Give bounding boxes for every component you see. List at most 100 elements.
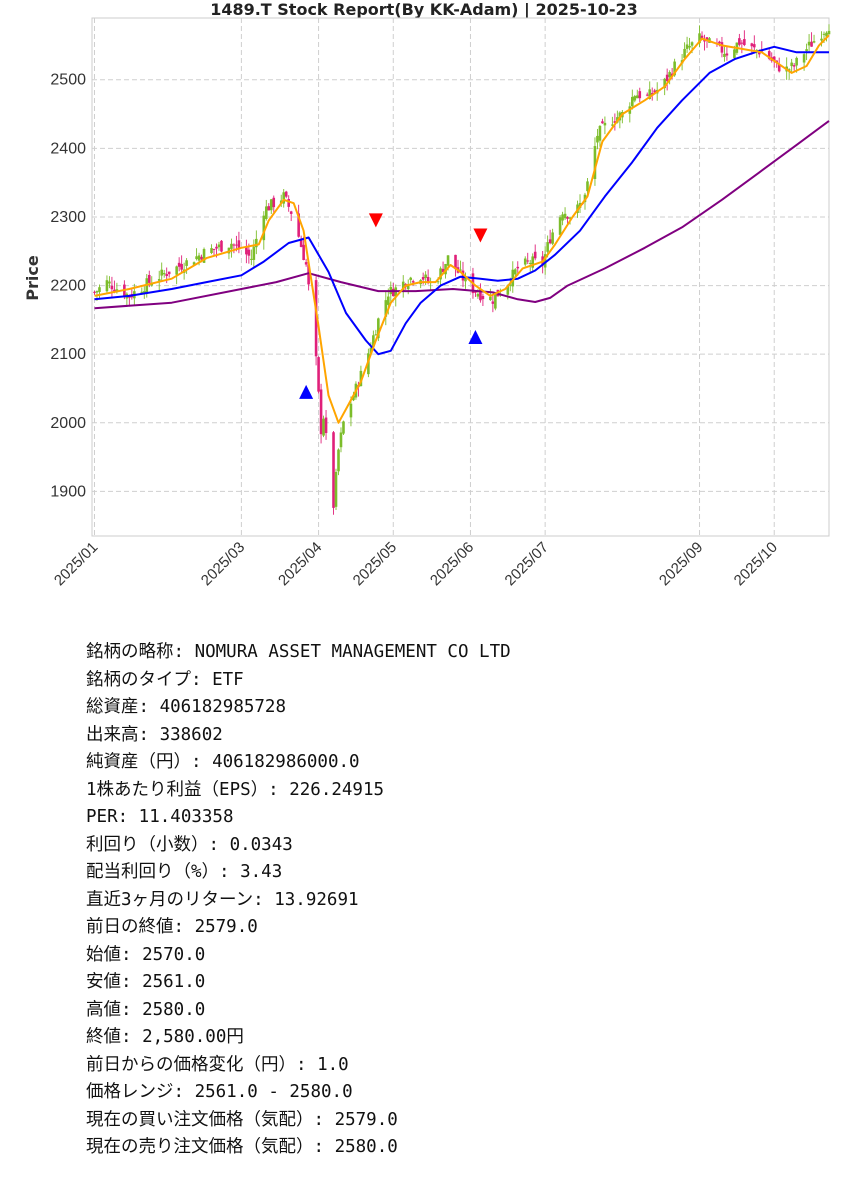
candle (324, 409, 328, 440)
info-line: 出来高: 338602 (86, 724, 223, 745)
short-ma-line (94, 34, 830, 424)
candle (160, 262, 164, 282)
info-line: 高値: 2580.0 (86, 999, 206, 1020)
candle (297, 204, 300, 238)
y-tick-label: 2200 (50, 278, 86, 295)
candle (683, 42, 686, 60)
x-tick-label: 2025/06 (427, 539, 477, 589)
candle (548, 229, 552, 245)
candle (401, 275, 405, 298)
candle (740, 40, 744, 54)
candle (255, 230, 258, 255)
info-line: 始値: 2570.0 (86, 944, 206, 965)
candle (596, 128, 599, 150)
candle (601, 118, 604, 124)
x-tick-label: 2025/07 (502, 539, 552, 589)
candle (317, 356, 320, 394)
info-line: 配当利回り（%）: 3.43 (86, 862, 283, 882)
candle (185, 258, 188, 274)
candle (790, 58, 793, 74)
candle (558, 214, 562, 237)
info-line: 安値: 2561.0 (86, 972, 206, 992)
y-tick-label: 2100 (50, 346, 86, 363)
candle (108, 276, 111, 289)
info-line: 前日の終値: 2579.0 (86, 917, 258, 937)
candle (391, 282, 395, 297)
x-tick-label: 2025/03 (198, 539, 248, 589)
candle (272, 195, 276, 215)
y-tick-label: 2400 (50, 140, 86, 157)
candle (611, 116, 614, 127)
info-line: 銘柄のタイプ: ETF (86, 669, 244, 690)
info-line: 純資産（円）: 406182986000.0 (86, 752, 360, 772)
candle (441, 261, 445, 273)
candle (598, 125, 602, 147)
candle (162, 269, 166, 278)
candle (237, 231, 241, 254)
mid-ma-line (94, 45, 829, 356)
candle (322, 415, 325, 438)
candle (685, 36, 689, 53)
candle (593, 137, 597, 186)
y-axis-label: Price (23, 255, 42, 301)
info-line: 価格レンジ: 2561.0 - 2580.0 (86, 1082, 353, 1102)
candle (668, 70, 671, 85)
candle (723, 46, 726, 62)
candle (479, 283, 482, 303)
candle (252, 239, 256, 268)
candle (319, 383, 323, 444)
info-line: 利回り（小数）: 0.0343 (86, 834, 293, 855)
candle (267, 203, 271, 211)
candle (738, 33, 741, 47)
moving-average-lines (94, 34, 830, 424)
candle (753, 35, 756, 51)
candle (645, 92, 649, 97)
candle (633, 94, 637, 103)
candle (454, 254, 457, 277)
candle (284, 190, 288, 199)
candle (459, 260, 462, 273)
candle (264, 199, 268, 221)
stock-chart: 1489.T Stock Report(By KK-Adam) | 2025-1… (23, 0, 831, 589)
x-axis-ticks: 2025/01 2025/03 2025/04 2025/05 2025/06 2025/… (51, 539, 781, 589)
long-ma-line (94, 120, 830, 310)
candle (481, 293, 485, 307)
buy-signal-marker (299, 384, 314, 399)
candle (827, 24, 831, 35)
candle (142, 284, 146, 299)
candle (98, 284, 101, 300)
candle (342, 420, 345, 435)
candle (810, 32, 813, 47)
candle (195, 248, 198, 261)
candle (743, 30, 746, 47)
candle (167, 271, 171, 278)
candle (409, 276, 413, 284)
candle (561, 211, 564, 226)
candle (631, 89, 634, 110)
candle (533, 244, 537, 261)
info-line: 終値: 2,580.00円 (86, 1027, 244, 1047)
candle (157, 270, 161, 291)
candle (526, 252, 530, 265)
candle (494, 294, 497, 311)
info-line: 銘柄の略称: NOMURA ASSET MANAGEMENT CO LTD (86, 642, 511, 662)
x-tick-label: 2025/01 (51, 539, 101, 589)
candle (210, 244, 213, 255)
stock-info-list: 銘柄の略称: NOMURA ASSET MANAGEMENT CO LTD 銘柄の… (86, 639, 511, 1162)
candle (698, 25, 701, 48)
info-line: 総資産: 406182985728 (86, 697, 287, 717)
candle (523, 256, 527, 267)
candle (232, 243, 236, 254)
candle (180, 255, 183, 273)
x-tick-label: 2025/10 (731, 539, 781, 589)
candle (377, 317, 380, 342)
chart-title: 1489.T Stock Report(By KK-Adam) | 2025-1… (210, 0, 638, 20)
candle (282, 188, 286, 208)
candle (705, 36, 709, 48)
candle (807, 34, 811, 53)
candle (302, 236, 305, 261)
info-line: 前日からの価格変化（円）: 1.0 (86, 1054, 349, 1075)
candle (177, 257, 181, 272)
candle (792, 62, 796, 71)
candle (287, 195, 290, 212)
